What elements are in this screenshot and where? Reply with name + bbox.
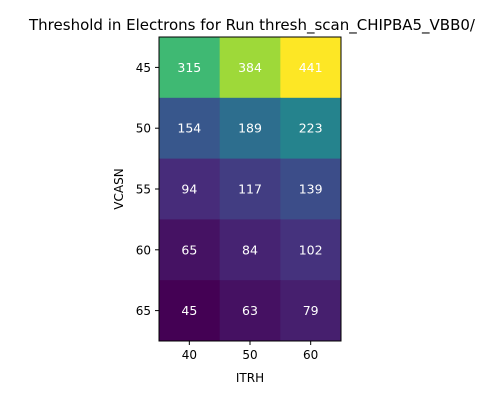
heatmap-cell [159,37,221,99]
heatmap-cell-labels: 315 384 441 154 189 223 94 117 139 65 84 102 45 63 79 [177,60,322,318]
heatmap-cells [159,37,342,342]
cell-value-label: 384 [238,60,262,75]
cell-value-label: 315 [177,60,201,75]
cell-value-label: 154 [177,121,201,136]
cell-value-label: 79 [303,303,319,318]
cell-value-label: 117 [238,182,262,197]
y-tick-label: 50 [136,122,151,136]
y-axis-label: VCASN [112,168,126,209]
cell-value-label: 102 [299,242,323,257]
heatmap-cell [280,97,342,160]
heatmap-cell [219,280,281,342]
y-axis-ticks: 45 50 55 60 65 [136,61,159,318]
y-tick-label: 45 [136,61,151,75]
cell-value-label: 65 [181,242,197,257]
heatmap-cell [159,219,221,281]
x-tick-label: 50 [242,348,257,362]
x-axis-label: ITRH [236,371,264,385]
chart-title: Threshold in Electrons for Run thresh_sc… [28,16,476,35]
y-tick-label: 65 [136,304,151,318]
heatmap-cell [219,158,281,220]
heatmap-cell [219,97,281,160]
y-tick-label: 60 [136,243,151,257]
heatmap-cell [280,280,342,342]
x-axis-ticks: 40 50 60 [182,341,318,362]
cell-value-label: 84 [242,242,258,257]
cell-value-label: 189 [238,121,262,136]
heatmap-cell [159,280,221,342]
cell-value-label: 45 [181,303,197,318]
cell-value-label: 139 [299,182,323,197]
cell-value-label: 94 [181,182,197,197]
cell-value-label: 63 [242,303,258,318]
heatmap-cell [219,37,281,99]
heatmap-cell [219,219,281,281]
x-tick-label: 40 [182,348,197,362]
heatmap-cell [280,219,342,281]
heatmap-cell [159,97,221,160]
heatmap-cell [280,158,342,220]
y-tick-label: 55 [136,183,151,197]
cell-value-label: 441 [299,60,323,75]
cell-value-label: 223 [299,121,323,136]
heatmap-cell [280,37,342,99]
x-tick-label: 60 [303,348,318,362]
heatmap-cell [159,158,221,220]
